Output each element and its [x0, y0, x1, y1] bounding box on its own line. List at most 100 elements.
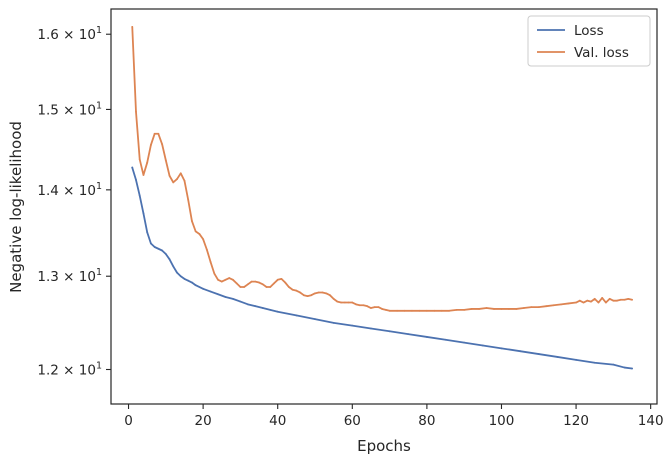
data-point — [295, 289, 298, 292]
data-point — [142, 174, 145, 176]
data-point — [381, 308, 384, 310]
legend-label: Loss — [574, 23, 604, 39]
series-line — [131, 26, 633, 312]
data-point — [351, 301, 354, 304]
data-point — [448, 309, 451, 312]
data-point — [388, 330, 391, 333]
data-point — [612, 363, 615, 366]
data-point — [239, 300, 242, 303]
y-tick-label: 1.2 × 101 — [37, 361, 102, 379]
data-point — [202, 287, 205, 290]
y-axis: 1.2 × 101 1.3 × 101 1.4 × 101 1.5 × 101 1.6 … — [37, 25, 111, 379]
data-point — [593, 361, 596, 364]
data-point — [295, 314, 298, 317]
plot-area — [111, 9, 657, 404]
data-point — [232, 278, 234, 281]
data-point — [463, 308, 466, 311]
data-point — [213, 272, 216, 275]
data-point — [440, 309, 443, 312]
data-point — [153, 132, 156, 135]
data-point — [232, 297, 234, 300]
data-point — [146, 231, 149, 234]
data-point — [347, 301, 350, 304]
x-axis: 0 20 40 60 80 100 120 140 — [124, 404, 664, 429]
data-point — [586, 299, 589, 302]
data-point — [608, 297, 611, 300]
data-point — [522, 307, 525, 309]
x-tick-label: 80 — [418, 413, 435, 429]
data-point — [396, 309, 398, 312]
data-point — [537, 306, 540, 308]
data-point — [340, 301, 343, 304]
data-point — [217, 278, 219, 281]
data-point — [575, 301, 577, 304]
data-point — [198, 233, 201, 235]
data-point — [131, 166, 134, 169]
data-point — [228, 277, 231, 279]
data-point — [194, 284, 197, 287]
data-point — [183, 278, 186, 280]
data-point — [235, 282, 238, 285]
data-point — [623, 298, 626, 301]
data-point — [321, 291, 324, 294]
legend: Loss Val. loss — [527, 15, 651, 67]
series-2 — [131, 26, 633, 312]
data-point — [217, 293, 219, 296]
data-point — [157, 132, 160, 135]
data-point — [202, 238, 205, 241]
data-point — [254, 305, 257, 308]
data-point — [146, 161, 149, 164]
data-point — [370, 327, 372, 330]
x-axis-label: Epochs — [357, 437, 411, 455]
data-point — [269, 308, 272, 311]
data-point — [172, 181, 175, 184]
data-point — [220, 280, 223, 283]
data-point — [291, 288, 294, 291]
data-point — [493, 308, 495, 310]
data-point — [243, 286, 246, 288]
data-point — [314, 292, 316, 295]
data-point — [343, 301, 346, 304]
data-point — [254, 280, 257, 283]
data-point — [138, 158, 141, 161]
x-tick-label: 40 — [269, 413, 286, 429]
data-point — [302, 294, 305, 297]
data-point — [481, 344, 484, 347]
data-point — [191, 281, 193, 284]
data-point — [224, 278, 227, 281]
data-point — [142, 212, 145, 215]
data-point — [310, 294, 313, 297]
data-point — [332, 321, 335, 324]
y-tick-label: 1.5 × 101 — [37, 100, 102, 118]
data-point — [377, 306, 380, 308]
data-point — [157, 247, 160, 250]
data-point — [131, 26, 134, 28]
data-point — [370, 307, 372, 309]
data-point — [306, 295, 309, 298]
data-point — [407, 333, 410, 336]
data-point — [209, 290, 212, 293]
legend-item: Val. loss — [537, 45, 629, 61]
data-point — [530, 306, 533, 308]
x-tick-label: 60 — [344, 413, 361, 429]
series-1 — [131, 166, 633, 370]
data-point — [261, 283, 264, 286]
y-axis-label: Negative log-likelihood — [7, 121, 25, 293]
data-point — [164, 159, 167, 162]
data-point — [325, 292, 328, 295]
data-point — [366, 305, 369, 308]
data-point — [455, 308, 458, 311]
data-point — [567, 302, 570, 305]
data-point — [261, 307, 264, 309]
data-point — [575, 358, 577, 361]
data-point — [627, 297, 630, 300]
data-point — [616, 299, 618, 302]
data-point — [183, 179, 186, 182]
data-point — [358, 304, 361, 307]
data-point — [519, 350, 522, 353]
y-tick-label: 1.6 × 101 — [37, 25, 102, 43]
data-point — [425, 309, 428, 312]
data-point — [135, 179, 137, 181]
data-point — [246, 303, 249, 306]
